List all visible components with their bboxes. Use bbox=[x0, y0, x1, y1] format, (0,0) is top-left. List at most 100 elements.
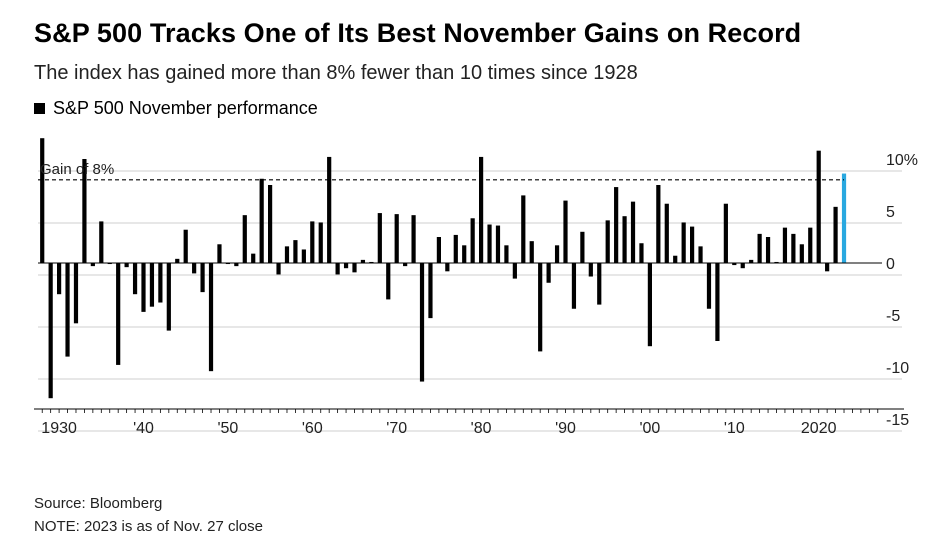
bar bbox=[538, 263, 543, 352]
bar bbox=[411, 215, 416, 263]
y-tick-label: -5 bbox=[886, 308, 900, 325]
bar bbox=[706, 263, 712, 309]
chart-legend: S&P 500 November performance bbox=[34, 98, 318, 119]
chart-title: S&P 500 Tracks One of Its Best November … bbox=[34, 18, 802, 48]
bar bbox=[419, 263, 425, 382]
bar bbox=[571, 263, 577, 309]
bar bbox=[377, 213, 382, 263]
bar bbox=[217, 244, 222, 263]
bar bbox=[732, 263, 737, 266]
bar bbox=[107, 263, 112, 265]
bar bbox=[673, 255, 678, 263]
bar bbox=[546, 263, 551, 283]
x-tick-label: '60 bbox=[302, 420, 323, 437]
bar bbox=[57, 263, 62, 295]
bar bbox=[782, 227, 788, 263]
bar bbox=[82, 159, 87, 263]
bar bbox=[647, 263, 652, 347]
axes: 10% 5 0 -5 -10 -15 1930 '40 '50 '60 '70 '80 '90 '00 '1… bbox=[34, 152, 918, 437]
bar bbox=[495, 225, 501, 263]
bar bbox=[175, 258, 180, 263]
bar bbox=[124, 263, 129, 268]
bar bbox=[40, 138, 45, 263]
bar bbox=[462, 245, 467, 263]
bar bbox=[588, 263, 593, 277]
bar bbox=[445, 263, 450, 272]
bar bbox=[183, 229, 188, 263]
bar bbox=[529, 241, 534, 263]
bar bbox=[816, 150, 821, 263]
bar bbox=[554, 245, 560, 263]
bar-highlight bbox=[841, 173, 847, 263]
bar bbox=[99, 221, 104, 263]
source-note: Source: Bloomberg bbox=[34, 495, 163, 512]
bar bbox=[428, 263, 433, 319]
bar bbox=[276, 263, 281, 275]
bar bbox=[605, 220, 610, 263]
bar bbox=[808, 227, 813, 263]
bar bbox=[765, 237, 771, 263]
bar bbox=[656, 185, 661, 263]
bar bbox=[132, 263, 138, 295]
bar bbox=[630, 201, 636, 263]
bar bbox=[90, 263, 95, 267]
bar bbox=[369, 261, 374, 263]
bar bbox=[149, 263, 155, 307]
bar bbox=[698, 246, 703, 263]
bar bbox=[436, 237, 441, 263]
bar bbox=[749, 259, 754, 263]
bar bbox=[251, 253, 256, 263]
grid-lines bbox=[38, 170, 902, 432]
bar bbox=[259, 178, 264, 263]
bar bbox=[487, 224, 492, 263]
x-tick-label: '00 bbox=[639, 420, 660, 437]
x-tick-label: '90 bbox=[555, 420, 576, 437]
x-tick-label: 2020 bbox=[801, 420, 837, 437]
bar bbox=[166, 263, 171, 331]
y-tick-label: 0 bbox=[886, 256, 895, 273]
bar bbox=[614, 187, 619, 263]
bar bbox=[234, 263, 239, 267]
bar bbox=[158, 263, 163, 303]
bar bbox=[310, 221, 315, 263]
bar bbox=[293, 240, 298, 263]
x-tick-label: '70 bbox=[386, 420, 407, 437]
bar bbox=[225, 263, 230, 265]
bar bbox=[757, 233, 762, 263]
bar bbox=[360, 259, 366, 263]
bar bbox=[639, 243, 644, 263]
x-tick-label: '40 bbox=[133, 420, 154, 437]
bar bbox=[580, 231, 585, 263]
x-tick-label: '10 bbox=[724, 420, 745, 437]
bar bbox=[65, 263, 70, 357]
bar bbox=[327, 156, 332, 263]
bar bbox=[597, 263, 602, 305]
footnote: NOTE: 2023 is as of Nov. 27 close bbox=[34, 518, 263, 535]
y-tick-label: -10 bbox=[886, 360, 909, 377]
y-tick-label: 5 bbox=[886, 204, 895, 221]
legend-swatch bbox=[34, 103, 45, 114]
bar bbox=[470, 218, 475, 263]
bar bbox=[301, 249, 306, 263]
bar bbox=[192, 263, 197, 274]
bar bbox=[200, 263, 205, 293]
bar bbox=[208, 263, 214, 372]
y-tick-label: 10% bbox=[886, 152, 918, 169]
bar bbox=[690, 226, 695, 263]
bar bbox=[335, 263, 340, 275]
bar bbox=[664, 203, 669, 263]
bar bbox=[563, 200, 568, 263]
y-tick-label: -15 bbox=[886, 412, 909, 429]
bar bbox=[723, 203, 728, 263]
bar bbox=[740, 263, 745, 269]
chart-subtitle: The index has gained more than 8% fewer … bbox=[34, 62, 638, 84]
bar bbox=[284, 246, 290, 263]
bar bbox=[116, 263, 121, 365]
bar bbox=[512, 263, 517, 279]
bar bbox=[318, 222, 323, 263]
bar bbox=[681, 222, 686, 263]
bar bbox=[622, 216, 627, 263]
bar bbox=[343, 263, 349, 269]
bar-chart: 10% 5 0 -5 -10 -15 1930 '40 '50 '60 '70 '80 '90 '00 '1… bbox=[34, 138, 918, 437]
bar bbox=[403, 263, 408, 267]
